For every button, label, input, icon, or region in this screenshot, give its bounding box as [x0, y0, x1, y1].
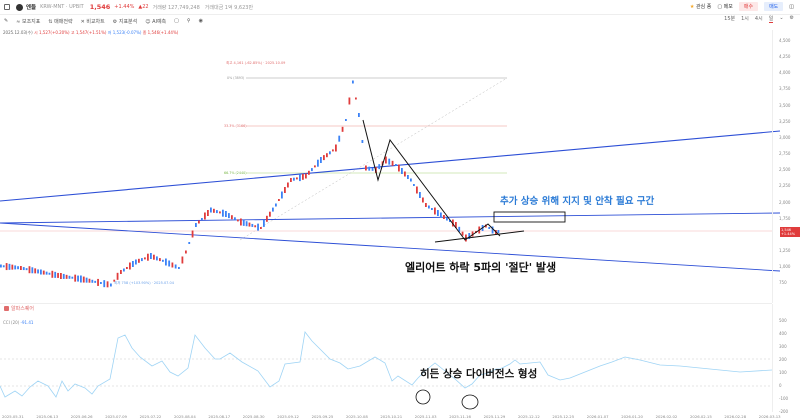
time-tick: 2025.08.17: [208, 414, 231, 419]
toolbar-ai[interactable]: ☺ AI예측: [145, 18, 167, 25]
trade-value: 거래대금 1억 9,623만: [204, 4, 254, 11]
brand-logo: 알파스퀘어: [4, 305, 34, 312]
low-marker: 최저 758 (+103.90%) · 2025.07.04: [114, 281, 174, 285]
sidebar-toggle-icon[interactable]: [4, 4, 10, 10]
price-axis[interactable]: 4,500 4,250 4,000 3,750 3,500 3,250 3,000 2,750…: [772, 30, 800, 303]
price-tick: 3,000: [779, 135, 791, 140]
time-tick: 2025.08.30: [242, 414, 265, 419]
indicator-tick: 300: [779, 344, 787, 349]
indicator-axis[interactable]: 500 400 300 200 100 0 -100 -200: [772, 304, 800, 414]
fib-333: 33.3% (3166): [224, 124, 247, 128]
support-zone-note: 추가 상승 위해 지지 및 안착 필요 구간: [500, 196, 655, 207]
fib-667: 66.7% (2440): [224, 171, 247, 175]
high-marker: 최고 4,161 (-62.85%) · 2025.10.09: [226, 61, 286, 65]
pencil-icon[interactable]: ✎: [4, 18, 9, 24]
toolbar-strategy[interactable]: ⇅ 매매전략: [48, 18, 73, 25]
indicator-tick: -100: [779, 396, 789, 401]
time-tick: 2025.12.25: [552, 414, 575, 419]
toolbar-compare[interactable]: ✕ 비교차트: [80, 18, 105, 25]
tf-day[interactable]: 일: [768, 16, 774, 23]
tf-1h[interactable]: 1시: [741, 16, 749, 22]
volume: 거래량 127,749,248: [152, 4, 200, 11]
current-price: 1,546: [89, 3, 111, 11]
memo-button[interactable]: ▢ 메모: [717, 4, 733, 10]
sell-button[interactable]: 매도: [764, 2, 784, 11]
coin-logo: [16, 3, 23, 11]
price-tick: 1,000: [779, 264, 791, 269]
brand-icon: [4, 306, 9, 311]
layout-icon[interactable]: ▢: [174, 18, 179, 24]
price-tick: 2,500: [779, 167, 791, 172]
divergence-note: 히든 상승 다이버전스 형성: [420, 368, 538, 380]
time-tick: 2026.02.02: [655, 414, 678, 419]
time-tick: 2025.11.16: [449, 414, 471, 419]
market-pair: KRW-MNT · UPBIT: [40, 4, 84, 10]
price-tick: 3,250: [779, 119, 791, 124]
change-pct: +1.44%: [114, 4, 135, 10]
time-tick: 2026.01.07: [586, 414, 609, 419]
time-tick: 2026.02.28: [724, 414, 747, 419]
pane-divider[interactable]: [0, 303, 772, 304]
price-tick: 4,500: [779, 38, 791, 43]
indicator-tick: 100: [779, 370, 787, 375]
watchlist-button[interactable]: ★ 관심 종: [689, 4, 712, 10]
toolbar-indicators[interactable]: ≈ 보조지표: [16, 18, 41, 25]
elliott-wave-note: 엘리어트 하락 5파의 '절단' 발생: [405, 261, 557, 274]
indicator-tick: 200: [779, 357, 787, 362]
indicator-tick: 400: [779, 331, 787, 336]
panel-toggle-icon[interactable]: ◫: [789, 3, 794, 10]
time-tick: 2025.12.12: [518, 414, 540, 419]
chevron-down-icon[interactable]: ⌄: [779, 15, 784, 21]
price-tick: 1,250: [779, 248, 791, 253]
time-axis[interactable]: 2025.05.31 2025.06.13 2025.06.26 2025.07.09…: [0, 412, 781, 420]
timeframe-selector: 15분 1시 4시 일 ⌄ ⚙: [724, 15, 794, 23]
indicator-tick: -200: [779, 409, 789, 414]
fib-0: 0% (3893): [227, 76, 245, 80]
indicator-tick: 0: [779, 383, 782, 388]
change-abs: ▲22: [138, 4, 149, 10]
price-tick: 4,250: [779, 54, 791, 59]
tf-15m[interactable]: 15분: [724, 16, 736, 22]
camera-icon[interactable]: ◉: [198, 18, 203, 24]
star-icon: ★: [689, 4, 695, 10]
time-tick: 2025.09.25: [311, 414, 334, 419]
time-tick: 2025.07.09: [105, 414, 127, 419]
tf-4h[interactable]: 4시: [754, 16, 763, 22]
time-tick: 2025.06.26: [70, 414, 93, 419]
time-tick: 2026.02.15: [690, 414, 712, 419]
coin-name[interactable]: 엔들: [26, 5, 37, 11]
symbol-header: 엔들 KRW-MNT · UPBIT 1,546 +1.44% ▲22 거래량 …: [0, 0, 800, 14]
price-tick: 3,500: [779, 103, 791, 108]
ohlc-legend: 2025.12.03(수) 시 1,527(+0.20%) 고 1,547(+1…: [3, 30, 179, 35]
price-tick: 2,000: [779, 200, 791, 205]
time-tick: 2026.01.20: [621, 414, 643, 419]
price-tick: 2,750: [779, 151, 791, 156]
time-tick: 2025.10.08: [346, 414, 368, 419]
time-tick: 2025.09.12: [277, 414, 299, 419]
header-actions: ★ 관심 종 ▢ 메모 매수 매도 ◫: [690, 2, 794, 11]
time-tick: 2025.08.04: [174, 414, 196, 419]
time-tick: 2025.06.13: [36, 414, 59, 419]
indicator-legend: CCI (20) -91.41: [3, 320, 34, 325]
buy-button[interactable]: 매수: [738, 2, 759, 11]
time-tick: 2026.03.13: [758, 414, 781, 419]
time-tick: 2025.05.31: [2, 414, 24, 419]
time-tick: 2025.07.22: [139, 414, 162, 419]
time-tick: 2025.11.03: [414, 414, 437, 419]
time-tick: 2025.10.21: [380, 414, 403, 419]
price-tick: 1,750: [779, 216, 791, 221]
indicator-tick: 500: [779, 318, 787, 323]
toolbar-analysis[interactable]: ⚙ 지표분석: [112, 18, 138, 25]
gear-icon[interactable]: ⚙: [789, 15, 794, 21]
price-tick: 750: [779, 280, 787, 285]
settings-icon[interactable]: ⚲: [186, 18, 191, 24]
current-price-tag: 1,546 +1.44%: [780, 227, 800, 237]
price-tick: 4,000: [779, 70, 791, 75]
time-tick: 2025.11.29: [483, 414, 506, 419]
chart-toolbar: ✎ ≈ 보조지표 ⇅ 매매전략 ✕ 비교차트 ⚙ 지표분석 ☺ AI예측 ▢ ⚲…: [0, 14, 800, 27]
price-tick: 3,750: [779, 86, 791, 91]
price-tick: 2,250: [779, 183, 791, 188]
